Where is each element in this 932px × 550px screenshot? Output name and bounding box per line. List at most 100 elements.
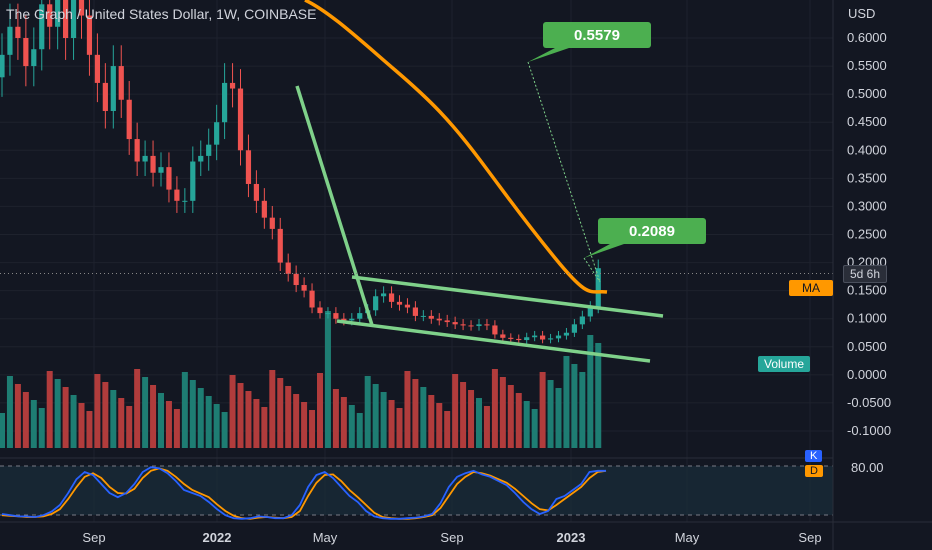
volume-bar (158, 393, 164, 448)
volume-label[interactable]: Volume (758, 356, 811, 372)
candle-body (476, 324, 482, 327)
price-tick: 0.0000 (847, 367, 887, 382)
chart-title: The Graph / United States Dollar, 1W, CO… (6, 6, 317, 22)
price-tick: 0.6000 (847, 30, 887, 45)
volume-bar (46, 371, 53, 448)
volume-bar (110, 390, 117, 448)
volume-bar (468, 390, 475, 448)
candle-body (182, 200, 188, 202)
volume-bar (324, 311, 331, 448)
candle-body (261, 200, 267, 218)
channel-lower (336, 319, 651, 363)
volume-bar (460, 382, 467, 448)
candle-body (587, 307, 593, 317)
candle-body (404, 304, 411, 308)
volume-bar (483, 406, 490, 448)
candle-body (317, 307, 323, 314)
volume-bar (404, 371, 411, 448)
volume-bar (332, 389, 339, 448)
candle-body (118, 66, 124, 100)
candle-body (214, 122, 220, 145)
stoch-k-line (1, 466, 606, 520)
stoch-band (0, 466, 833, 515)
candle-body (436, 318, 442, 321)
candle-body (94, 54, 100, 83)
volume-bar (531, 409, 538, 448)
volume-bar (150, 385, 157, 448)
candle-body (333, 313, 339, 319)
candle-body (540, 335, 546, 340)
candlestick-series (0, 0, 601, 344)
ma-label[interactable]: MA (789, 280, 833, 296)
callout-box (543, 22, 651, 48)
trendline-drop (295, 85, 374, 326)
candle-body (396, 301, 403, 305)
volume-bar (6, 376, 13, 448)
candle-body (524, 337, 530, 341)
volume-bar (515, 393, 522, 448)
candle-body (563, 332, 570, 336)
callout-box (598, 218, 706, 244)
callout-connector (583, 257, 601, 283)
volume-bar (444, 411, 451, 448)
candle-body (277, 228, 283, 263)
volume-bar (54, 379, 61, 448)
time-axis[interactable]: Sep 2022 May Sep 2023 May Sep (0, 521, 932, 545)
volume-bar (285, 386, 292, 448)
ma-line (304, 0, 608, 294)
candle-body (341, 318, 347, 321)
candle-body (86, 15, 93, 55)
candle-body (150, 155, 156, 173)
volume-bar (356, 413, 363, 448)
time-tick: Sep (440, 530, 463, 545)
candle-body (55, 0, 61, 27)
volume-bar (372, 384, 379, 448)
candle-body (222, 82, 228, 123)
volume-bar (38, 408, 45, 448)
trendlines[interactable] (0, 61, 833, 363)
candle-body (412, 307, 418, 316)
candle-body (269, 217, 275, 229)
volume-bar (86, 411, 93, 448)
volume-bar (205, 396, 212, 448)
candle-body (102, 82, 108, 111)
price-tick: 0.4000 (847, 142, 887, 157)
volume-bar (412, 379, 419, 448)
candle-body (373, 296, 379, 311)
volume-bar (165, 401, 172, 448)
candle-body (381, 293, 387, 297)
volume-bar (62, 387, 69, 448)
time-tick: 2023 (557, 530, 586, 545)
candle-body (452, 322, 458, 325)
volume-bar (539, 372, 546, 448)
price-tick: 0.5500 (847, 58, 887, 73)
volume-bar (229, 375, 236, 448)
candle-body (532, 335, 538, 338)
volume-bar (22, 392, 29, 448)
volume-bar (317, 373, 323, 448)
volume-bar (388, 400, 395, 448)
volume-bar (94, 374, 101, 448)
price-tick: 0.0500 (847, 339, 887, 354)
candle-body (245, 150, 252, 184)
price-tick: 0.1500 (847, 283, 887, 298)
price-tick: 0.4500 (847, 114, 887, 129)
volume-bar (78, 403, 85, 448)
candle-body (571, 324, 577, 333)
countdown-badge: 5d 6h (843, 265, 888, 283)
callout-connector (527, 61, 601, 283)
volume-bar (547, 380, 554, 448)
volume-bar (221, 412, 228, 448)
candle-body (293, 273, 299, 286)
volume-bar (364, 376, 371, 448)
candle-body (237, 88, 244, 151)
price-tick: 0.3000 (847, 198, 887, 213)
volume-bar (70, 395, 77, 448)
volume-bar (142, 377, 149, 448)
volume-bar (173, 409, 180, 448)
volume-bar (301, 402, 308, 448)
candle-body (206, 144, 212, 156)
price-axis[interactable]: USD 0.6000 0.5500 0.5000 0.4500 0.4000 0.3500 0… (832, 0, 891, 550)
volume-bar (420, 387, 427, 448)
